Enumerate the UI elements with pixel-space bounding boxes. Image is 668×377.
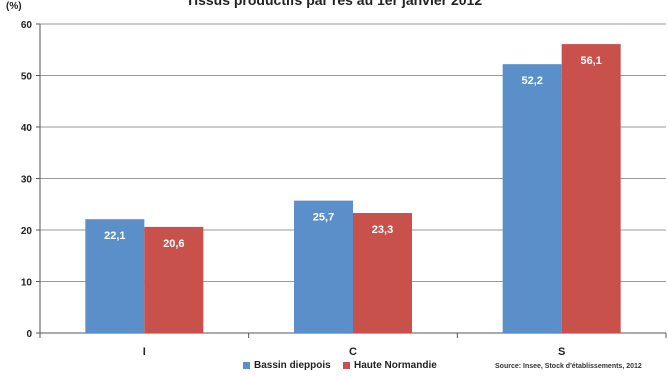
- legend-item-bassin-dieppois: Bassin dieppois: [243, 360, 331, 371]
- y-tick-label: 50: [21, 72, 33, 83]
- y-tick-label: 30: [21, 175, 33, 186]
- y-tick-label: 20: [21, 226, 33, 237]
- x-tick-label: S: [558, 346, 565, 358]
- bar-haute-normandie: [561, 44, 621, 334]
- data-label: 23,3: [372, 224, 393, 236]
- chart-title: Tissus productifs par rés au 1er janvier…: [185, 0, 483, 8]
- y-tick-label: 10: [21, 278, 33, 289]
- bar-haute-normandie: [353, 213, 412, 333]
- y-tick-label: 60: [21, 20, 33, 31]
- legend-label-bassin-dieppois: Bassin dieppois: [254, 360, 331, 371]
- source-note: Source: Insee, Stock d'établissements, 2…: [495, 363, 642, 370]
- data-label: 56,1: [580, 55, 601, 67]
- data-label: 25,7: [313, 212, 334, 224]
- x-tick-label: C: [349, 346, 357, 358]
- legend-swatch-bassin-dieppois: [243, 362, 250, 369]
- y-tick-label: 40: [21, 123, 33, 134]
- legend-swatch-haute-normandie: [343, 362, 350, 369]
- bar-bassin-dieppois: [294, 200, 353, 333]
- legend-item-haute-normandie: Haute Normandie: [343, 360, 437, 371]
- legend: Bassin dieppois Haute Normandie: [0, 360, 668, 374]
- y-tick-label: 0: [26, 329, 32, 340]
- y-axis-unit: (%): [6, 1, 22, 12]
- legend-label-haute-normandie: Haute Normandie: [354, 360, 437, 371]
- bar-bassin-dieppois: [502, 64, 562, 334]
- bar-bassin-dieppois: [85, 219, 145, 333]
- data-label: 22,1: [104, 230, 125, 242]
- data-label: 20,6: [163, 238, 184, 250]
- data-label: 52,2: [521, 75, 542, 87]
- bar-haute-normandie: [144, 226, 204, 333]
- x-tick-label: I: [143, 346, 146, 358]
